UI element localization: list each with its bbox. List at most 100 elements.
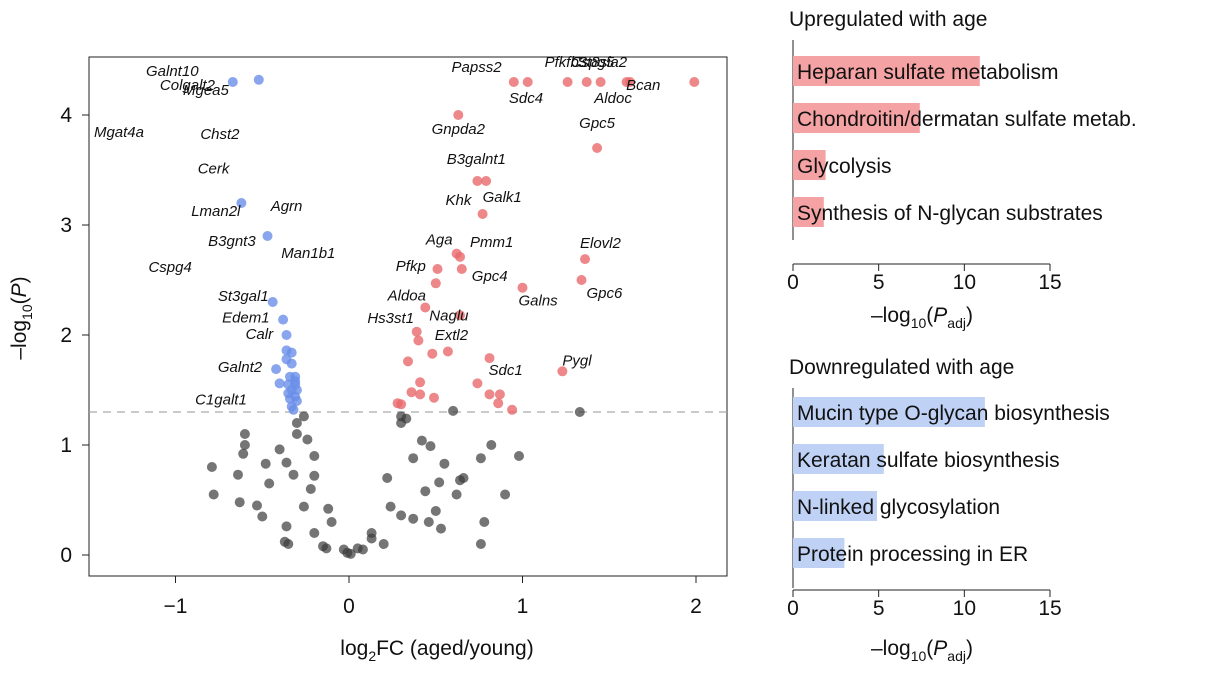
- non-significant-point: [257, 511, 268, 522]
- gene-label: Cspg5: [571, 54, 615, 71]
- upregulated-category-label: Glycolysis: [797, 155, 892, 178]
- upregulated-category-label: Heparan sulfate metabolism: [797, 61, 1058, 84]
- non-significant-point: [382, 473, 393, 483]
- non-significant-point: [423, 517, 434, 527]
- downregulated-point: [278, 314, 289, 325]
- upregulated-point: [595, 77, 606, 87]
- non-significant-point: [378, 539, 389, 549]
- non-significant-point: [283, 539, 294, 549]
- gene-label: Pmm1: [470, 234, 513, 251]
- downregulated-category-label: N-linked glycosylation: [797, 496, 1000, 519]
- upregulated-point: [522, 77, 533, 87]
- non-significant-point: [448, 405, 459, 416]
- gene-label: St8sia2: [577, 54, 628, 71]
- upregulated-point: [493, 398, 504, 409]
- non-significant-point: [455, 475, 465, 486]
- upregulated-chart-title: Upregulated with age: [789, 8, 987, 31]
- downregulated-point: [286, 358, 297, 369]
- non-significant-point: [385, 501, 396, 512]
- gene-label: Cerk: [198, 161, 231, 178]
- y-tick-label: 3: [60, 214, 72, 237]
- volcano-points: [206, 74, 700, 559]
- non-significant-point: [326, 517, 337, 527]
- gene-label: Gpc4: [472, 268, 508, 285]
- upregulated-point: [484, 353, 495, 364]
- downregulated-point: [281, 330, 292, 340]
- non-significant-point: [345, 548, 356, 559]
- upregulated-x-tick-label: 10: [953, 271, 976, 294]
- y-tick-label: 2: [60, 324, 72, 347]
- y-tick-label: 1: [60, 434, 72, 457]
- upregulated-point: [413, 335, 424, 346]
- gene-label: Sdc4: [509, 90, 543, 107]
- non-significant-point: [420, 486, 431, 497]
- non-significant-point: [281, 521, 292, 532]
- upregulated-point: [415, 377, 426, 388]
- upregulated-point: [455, 310, 465, 321]
- upregulated-bar-chart: Upregulated with age Heparan sulfate met…: [787, 8, 1137, 331]
- non-significant-point: [430, 506, 441, 516]
- upregulated-point: [420, 302, 431, 313]
- gene-label: Bcan: [626, 77, 660, 94]
- non-significant-point: [500, 489, 511, 500]
- non-significant-point: [323, 503, 334, 514]
- gene-label: C1galt1: [195, 392, 247, 409]
- gene-label: Aga: [425, 232, 453, 249]
- non-significant-point: [260, 458, 271, 469]
- non-significant-point: [366, 533, 377, 544]
- non-significant-point: [439, 458, 450, 469]
- upregulated-point: [557, 366, 568, 377]
- gene-label: Chst2: [200, 126, 240, 143]
- non-significant-point: [321, 543, 332, 554]
- downregulated-x-tick-label: 15: [1038, 597, 1061, 620]
- gene-label: Mgat4a: [94, 124, 144, 141]
- downregulated-category-label: Keratan sulfate biosynthesis: [797, 449, 1060, 472]
- non-significant-point: [239, 429, 250, 439]
- non-significant-point: [234, 497, 245, 508]
- gene-label: Naglu: [429, 308, 469, 325]
- downregulated-point: [253, 74, 264, 85]
- upregulated-point: [562, 77, 573, 87]
- upregulated-x-tick-label: 5: [873, 271, 885, 294]
- non-significant-point: [291, 418, 302, 428]
- volcano-plot-frame: [88, 56, 728, 577]
- downregulated-point: [267, 297, 278, 307]
- gene-label: Papss2: [452, 59, 503, 76]
- gene-label: Extl2: [435, 327, 469, 344]
- x-tick-label: 0: [343, 595, 355, 618]
- volcano-y-ticks: 0 1 2 3 4: [60, 104, 89, 567]
- upregulated-point: [689, 77, 700, 87]
- upregulated-bar: [793, 56, 980, 86]
- downregulated-point: [288, 404, 299, 415]
- gene-label: Colgalt2: [160, 77, 216, 94]
- downregulated-category-label: Protein processing in ER: [797, 543, 1028, 566]
- non-significant-point: [298, 501, 309, 512]
- x-tick-label: 1: [517, 595, 529, 618]
- downregulated-bar: [793, 538, 845, 568]
- gene-label: Agrn: [270, 198, 303, 215]
- non-significant-point: [514, 451, 524, 461]
- upregulated-point: [456, 264, 467, 274]
- y-tick-label: 0: [60, 544, 72, 567]
- gene-label: St3gal1: [218, 288, 269, 305]
- upregulated-point: [507, 404, 518, 415]
- gene-label: Hs3st1: [367, 310, 414, 327]
- volcano-x-ticks: −1 0 1 2: [164, 576, 702, 618]
- upregulated-x-ticks: 0 5 10 15: [787, 264, 1062, 294]
- non-significant-point: [434, 477, 445, 488]
- gene-label: Mgea5: [183, 82, 230, 99]
- downregulated-bar-chart: Downregulated with age Mucin type O-glyc…: [787, 356, 1110, 664]
- gene-label: B3gnt3: [208, 233, 256, 250]
- volcano-x-axis-label: log2FC (aged/young): [340, 637, 533, 664]
- gene-label: Galns: [519, 293, 559, 310]
- non-significant-point: [475, 539, 486, 549]
- non-significant-point: [309, 451, 320, 461]
- non-significant-point: [357, 544, 368, 555]
- gene-label: Pfkfb3: [545, 54, 588, 71]
- downregulated-bars: Mucin type O-glycan biosynthesis Keratan …: [793, 397, 1110, 568]
- non-significant-point: [208, 489, 219, 500]
- non-significant-point: [416, 435, 427, 446]
- non-significant-point: [302, 434, 313, 445]
- upregulated-point: [396, 399, 407, 410]
